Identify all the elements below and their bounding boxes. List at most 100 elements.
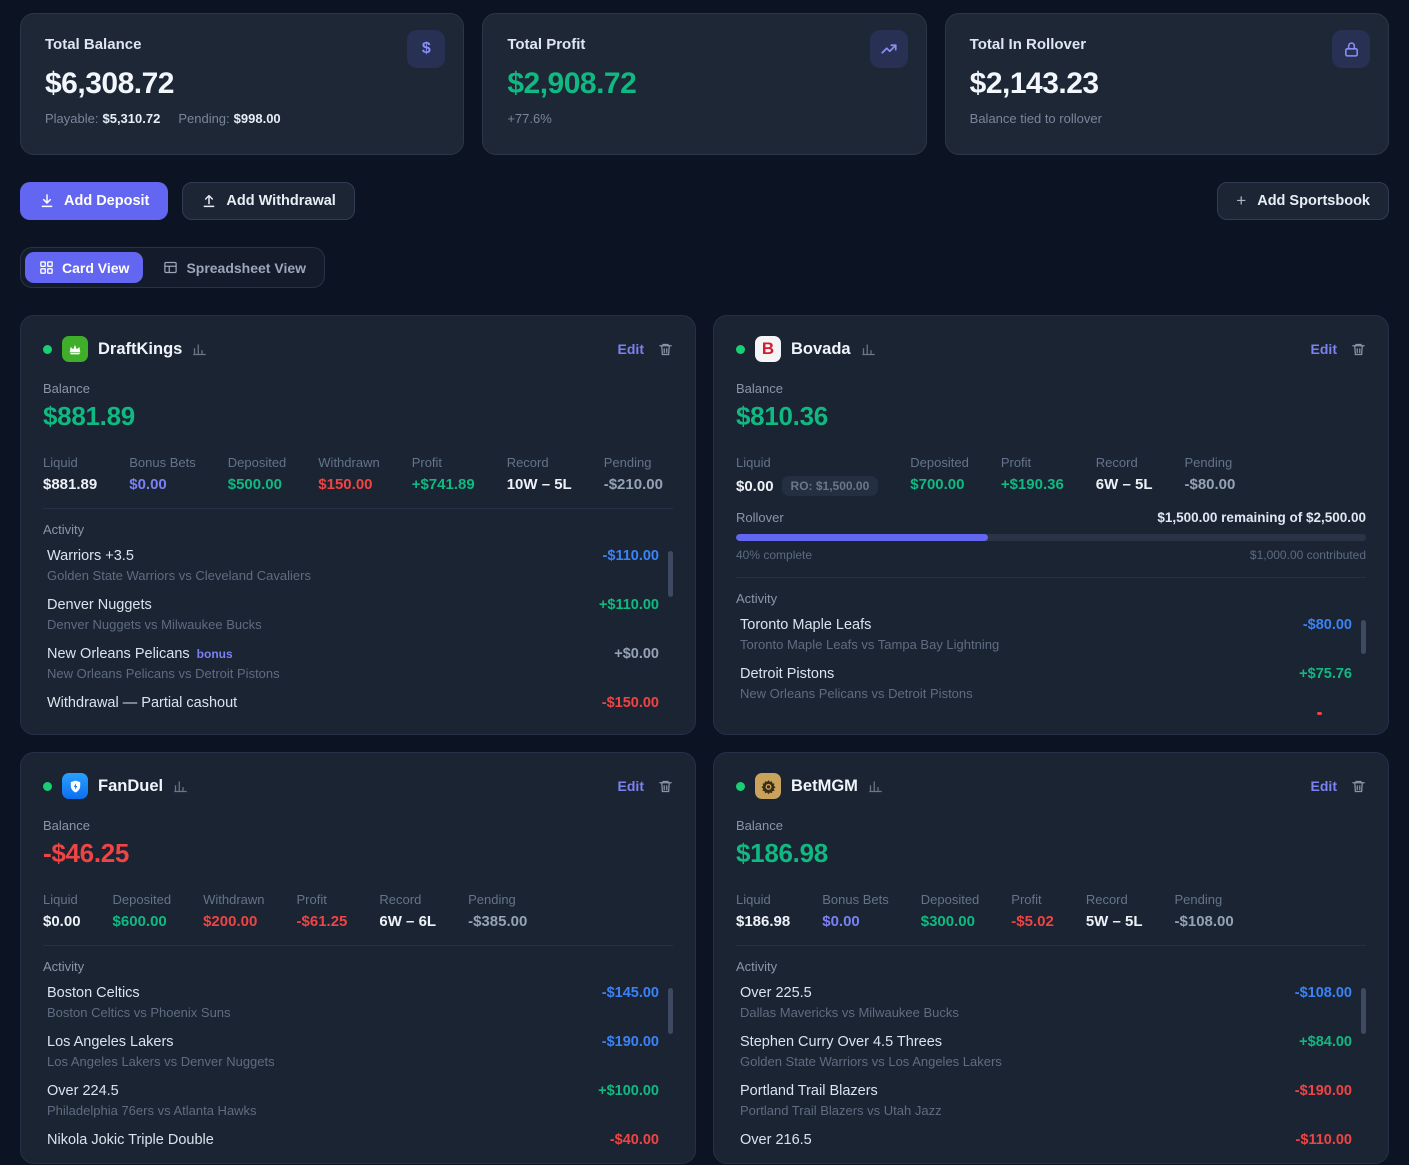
activity-subtitle: Los Angeles Lakers vs Denver Nuggets bbox=[47, 1054, 275, 1069]
bar-chart-icon[interactable] bbox=[861, 342, 876, 357]
activity-item[interactable]: Boston Celtics Boston Celtics vs Phoenix… bbox=[43, 978, 673, 1027]
add-sportsbook-button[interactable]: + Add Sportsbook bbox=[1217, 182, 1389, 220]
rollover-progress-track bbox=[736, 534, 1366, 541]
activity-title: Withdrawal — Partial cashout bbox=[47, 695, 238, 711]
activity-item[interactable]: Nikola Jokic Triple Double -$40.00 bbox=[43, 1125, 673, 1155]
stat-value: 6W – 6L bbox=[379, 913, 437, 930]
clipped-activity-amount bbox=[1317, 712, 1322, 715]
edit-button[interactable]: Edit bbox=[1310, 341, 1337, 357]
stat-label: Liquid bbox=[736, 892, 771, 907]
add-deposit-button[interactable]: Add Deposit bbox=[20, 182, 169, 220]
draftkings-crown-logo-icon bbox=[62, 336, 88, 362]
card-view-tab[interactable]: Card View bbox=[25, 252, 144, 283]
activity-amount: -$108.00 bbox=[1294, 985, 1352, 1001]
rollover-label: Rollover bbox=[736, 510, 784, 525]
stat-label: Record bbox=[506, 455, 549, 470]
activity-item[interactable]: New Orleans Pelicans bonus New Orleans P… bbox=[43, 639, 673, 688]
edit-button[interactable]: Edit bbox=[617, 778, 644, 794]
pending-amount: Pending: $998.00 bbox=[178, 111, 281, 126]
edit-button[interactable]: Edit bbox=[617, 341, 644, 357]
total-balance-value: $6,308.72 bbox=[45, 67, 174, 100]
status-dot bbox=[43, 781, 52, 791]
activity-scrollbar[interactable] bbox=[668, 551, 673, 597]
activity-amount: -$110.00 bbox=[1295, 1132, 1352, 1148]
bar-chart-icon[interactable] bbox=[173, 779, 188, 794]
activity-item[interactable]: Portland Trail Blazers Portland Trail Bl… bbox=[736, 1076, 1366, 1125]
stat-value: $0.00 bbox=[43, 913, 81, 930]
stat-label: Deposited bbox=[112, 892, 172, 907]
balance-label: Balance bbox=[736, 818, 783, 833]
activity-subtitle: Golden State Warriors vs Cleveland Caval… bbox=[47, 568, 311, 583]
activity-item[interactable]: Withdrawal — Partial cashout -$150.00 bbox=[43, 688, 673, 718]
view-toggle: Card View Spreadsheet View bbox=[20, 247, 1389, 288]
stat: Record 6W – 5L bbox=[1096, 455, 1153, 496]
activity-item[interactable]: Denver Nuggets Denver Nuggets vs Milwauk… bbox=[43, 590, 673, 639]
activity-scrollbar[interactable] bbox=[1361, 620, 1366, 654]
add-withdrawal-button[interactable]: Add Withdrawal bbox=[182, 182, 355, 220]
stat: Liquid $0.00 bbox=[43, 892, 81, 930]
activity-title: Nikola Jokic Triple Double bbox=[47, 1132, 214, 1148]
rollover-note: Balance tied to rollover bbox=[969, 111, 1102, 126]
activity-item[interactable]: Over 225.5 Dallas Mavericks vs Milwaukee… bbox=[736, 978, 1366, 1027]
stats-row: Liquid $0.00 Deposited $600.00 Withdrawn… bbox=[43, 892, 673, 930]
activity-title: New Orleans Pelicans bbox=[47, 646, 190, 662]
edit-button[interactable]: Edit bbox=[1310, 778, 1337, 794]
stats-row: Liquid $881.89 Bonus Bets $0.00 Deposite… bbox=[43, 455, 673, 493]
activity-item[interactable]: Detroit Pistons New Orleans Pelicans vs … bbox=[736, 659, 1366, 708]
activity-item[interactable]: Over 216.5 -$110.00 bbox=[736, 1125, 1366, 1155]
stats-row: Liquid $186.98 Bonus Bets $0.00 Deposite… bbox=[736, 892, 1366, 930]
stat-value: $600.00 bbox=[112, 913, 167, 930]
rollover-section: Rollover $1,500.00 remaining of $2,500.0… bbox=[736, 510, 1366, 562]
stats-row: Liquid $0.00 RO: $1,500.00 Deposited $70… bbox=[736, 455, 1366, 496]
activity-item[interactable]: Toronto Maple Leafs Toronto Maple Leafs … bbox=[736, 610, 1366, 659]
stat: Withdrawn $150.00 bbox=[318, 455, 379, 493]
stat: Bonus Bets $0.00 bbox=[822, 892, 889, 930]
total-rollover-value: $2,143.23 bbox=[969, 67, 1099, 100]
trash-icon[interactable] bbox=[658, 342, 673, 357]
actions-row: Add Deposit Add Withdrawal + Add Sportsb… bbox=[20, 182, 1389, 220]
rollover-remaining: $1,500.00 remaining of $2,500.00 bbox=[1157, 510, 1366, 525]
activity-item[interactable]: Stephen Curry Over 4.5 Threes Golden Sta… bbox=[736, 1027, 1366, 1076]
activity-title: Over 224.5 bbox=[47, 1083, 119, 1099]
trash-icon[interactable] bbox=[658, 779, 673, 794]
stat: Record 6W – 6L bbox=[379, 892, 436, 930]
activity-item[interactable]: Over 224.5 Philadelphia 76ers vs Atlanta… bbox=[43, 1076, 673, 1125]
stat: Liquid $881.89 bbox=[43, 455, 97, 493]
bar-chart-icon[interactable] bbox=[868, 779, 883, 794]
stat-value: +$190.36 bbox=[1000, 476, 1064, 493]
stat: Profit -$5.02 bbox=[1011, 892, 1054, 930]
stat: Profit +$741.89 bbox=[412, 455, 475, 493]
upload-arrow-icon bbox=[201, 193, 217, 209]
activity-scrollbar[interactable] bbox=[1361, 988, 1366, 1034]
activity-title: Detroit Pistons bbox=[740, 666, 835, 682]
activity-item[interactable]: Warriors +3.5 Golden State Warriors vs C… bbox=[43, 541, 673, 590]
bovada-b-logo-icon: B bbox=[755, 336, 781, 362]
stat-value: +$741.89 bbox=[411, 476, 475, 493]
stat: Deposited $600.00 bbox=[113, 892, 172, 930]
balance-label: Balance bbox=[43, 818, 90, 833]
stat-value: -$385.00 bbox=[468, 913, 528, 930]
lock-icon bbox=[1332, 30, 1370, 68]
activity-subtitle: Golden State Warriors vs Los Angeles Lak… bbox=[740, 1054, 1002, 1069]
bar-chart-icon[interactable] bbox=[192, 342, 207, 357]
trash-icon[interactable] bbox=[1351, 342, 1366, 357]
activity-scrollbar[interactable] bbox=[668, 988, 673, 1034]
stat: Profit -$61.25 bbox=[297, 892, 348, 930]
stat: Withdrawn $200.00 bbox=[203, 892, 264, 930]
activity-title: Los Angeles Lakers bbox=[47, 1034, 174, 1050]
activity-item[interactable]: Los Angeles Lakers Los Angeles Lakers vs… bbox=[43, 1027, 673, 1076]
stat-label: Profit bbox=[296, 892, 327, 907]
trash-icon[interactable] bbox=[1351, 779, 1366, 794]
stat-label: Bonus Bets bbox=[822, 892, 889, 907]
stat-label: Pending bbox=[1184, 455, 1233, 470]
stat-label: Withdrawn bbox=[318, 455, 380, 470]
rollover-requirement-badge: RO: $1,500.00 bbox=[781, 476, 879, 496]
stat-value: -$61.25 bbox=[296, 913, 348, 930]
activity-amount: -$190.00 bbox=[1294, 1083, 1352, 1099]
divider bbox=[43, 945, 673, 946]
activity-amount: +$0.00 bbox=[614, 646, 659, 662]
activity-subtitle: New Orleans Pelicans vs Detroit Pistons bbox=[47, 666, 280, 681]
bonus-badge: bonus bbox=[196, 647, 233, 661]
sportsbook-name: DraftKings bbox=[98, 339, 183, 358]
spreadsheet-view-tab[interactable]: Spreadsheet View bbox=[149, 252, 320, 283]
